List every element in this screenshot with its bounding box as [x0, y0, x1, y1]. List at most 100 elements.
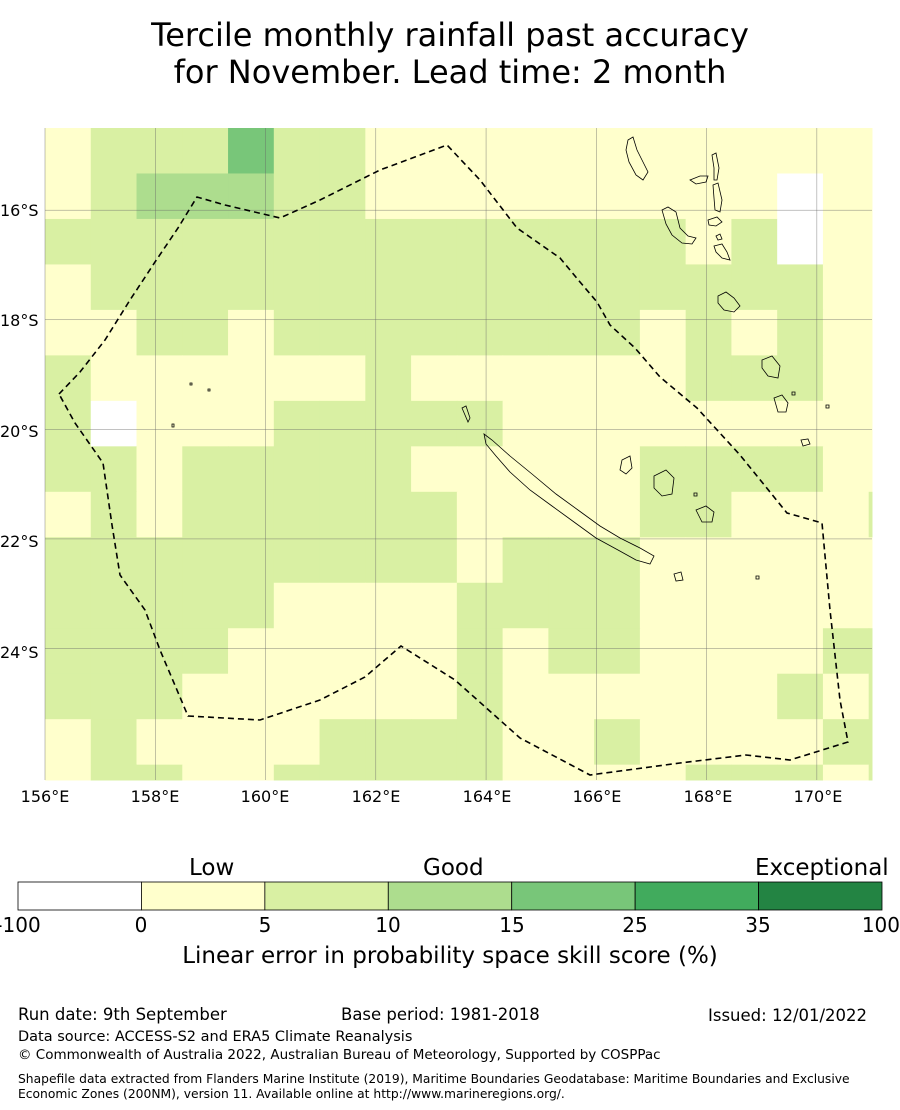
skill-cell: [411, 537, 458, 584]
skill-cell: [777, 628, 824, 675]
skill-cell: [685, 264, 732, 311]
skill-cell: [594, 355, 641, 402]
skill-cell: [777, 355, 824, 402]
skill-cell: [822, 264, 870, 311]
skill-cell: [411, 173, 458, 220]
skill-cell: [685, 128, 732, 174]
skill-cell: [411, 264, 458, 311]
skill-cell: [411, 309, 458, 356]
skill-cell: [319, 491, 366, 538]
skill-cell: [136, 719, 183, 766]
skill-cell: [685, 218, 732, 265]
skill-cell: [685, 309, 732, 356]
skill-cell: [868, 673, 873, 720]
skill-cell: [228, 673, 275, 720]
skill-cell: [777, 537, 824, 584]
skill-cell: [639, 764, 687, 781]
skill-cell: [456, 537, 504, 584]
skill-cell: [868, 400, 873, 447]
skill-cell: [182, 400, 229, 447]
skill-cell: [273, 628, 321, 675]
skill-cell: [365, 719, 412, 766]
skill-cell: [273, 264, 321, 311]
skill-cell: [731, 218, 778, 265]
skill-cell: [822, 218, 870, 265]
skill-cell: [273, 355, 321, 402]
skill-cell: [273, 309, 321, 356]
skill-cell: [502, 764, 549, 781]
colorbar-segment: [511, 881, 636, 911]
skill-cell: [548, 719, 595, 766]
island-tanna: [773, 394, 789, 413]
skill-cell: [273, 128, 321, 174]
skill-cell: [45, 719, 92, 766]
skill-cell: [365, 128, 412, 174]
skill-cell: [685, 400, 732, 447]
island-belep: [461, 405, 471, 423]
skill-cell: [319, 446, 366, 493]
skill-cell: [456, 400, 504, 447]
island-mare: [695, 505, 715, 523]
skill-cell: [594, 264, 641, 311]
skill-cell: [273, 582, 321, 629]
skill-cell: [868, 218, 873, 265]
skill-cell: [45, 264, 92, 311]
skill-cell: [136, 264, 183, 311]
island-small-1: [715, 233, 723, 241]
lon-tick-label: 164°E: [462, 787, 512, 806]
island-erromango: [761, 355, 781, 379]
skill-cell: [639, 264, 687, 311]
skill-cell: [548, 264, 595, 311]
skill-cell: [90, 582, 138, 629]
skill-cell: [868, 446, 873, 493]
skill-cell: [685, 673, 732, 720]
skill-cell: [639, 355, 687, 402]
skill-cell: [319, 400, 366, 447]
skill-cell: [502, 173, 549, 220]
skill-cell: [90, 173, 138, 220]
island-small-4: [825, 404, 830, 409]
skill-cell: [45, 582, 92, 629]
skill-cell: [502, 264, 549, 311]
skill-cell: [502, 537, 549, 584]
island-chesterfield-1: [189, 382, 193, 386]
skill-cell: [90, 128, 138, 174]
skill-cell: [639, 673, 687, 720]
island-chesterfield-3: [207, 388, 211, 392]
skill-cell: [639, 537, 687, 584]
skill-cell: [273, 218, 321, 265]
skill-cell: [45, 537, 92, 584]
skill-cell: [365, 764, 412, 781]
lat-tick-label: 16°S: [0, 201, 39, 220]
skill-cell: [456, 218, 504, 265]
skill-cell: [456, 719, 504, 766]
skill-cell: [731, 400, 778, 447]
skill-cell: [228, 128, 275, 174]
skill-cell: [639, 491, 687, 538]
skill-cell: [365, 355, 412, 402]
skill-cell: [319, 218, 366, 265]
skill-cell: [365, 309, 412, 356]
skill-cell: [502, 582, 549, 629]
skill-cell: [777, 764, 824, 781]
skill-cell: [90, 628, 138, 675]
skill-cell: [90, 400, 138, 447]
skill-cell: [639, 719, 687, 766]
skill-cell: [182, 128, 229, 174]
skill-cell: [411, 764, 458, 781]
skill-cell: [45, 173, 92, 220]
skill-cell: [365, 673, 412, 720]
skill-cell: [685, 491, 732, 538]
skill-cell: [228, 400, 275, 447]
skill-cell: [182, 582, 229, 629]
skill-cell: [502, 218, 549, 265]
island-grande-terre: [483, 433, 655, 565]
skill-cell: [594, 628, 641, 675]
colorbar-segment: [634, 881, 759, 911]
skill-cell: [45, 673, 92, 720]
skill-cell: [822, 400, 870, 447]
skill-cell: [685, 355, 732, 402]
lat-tick-label: 22°S: [0, 532, 39, 551]
skill-cell: [456, 355, 504, 402]
skill-cell: [822, 173, 870, 220]
